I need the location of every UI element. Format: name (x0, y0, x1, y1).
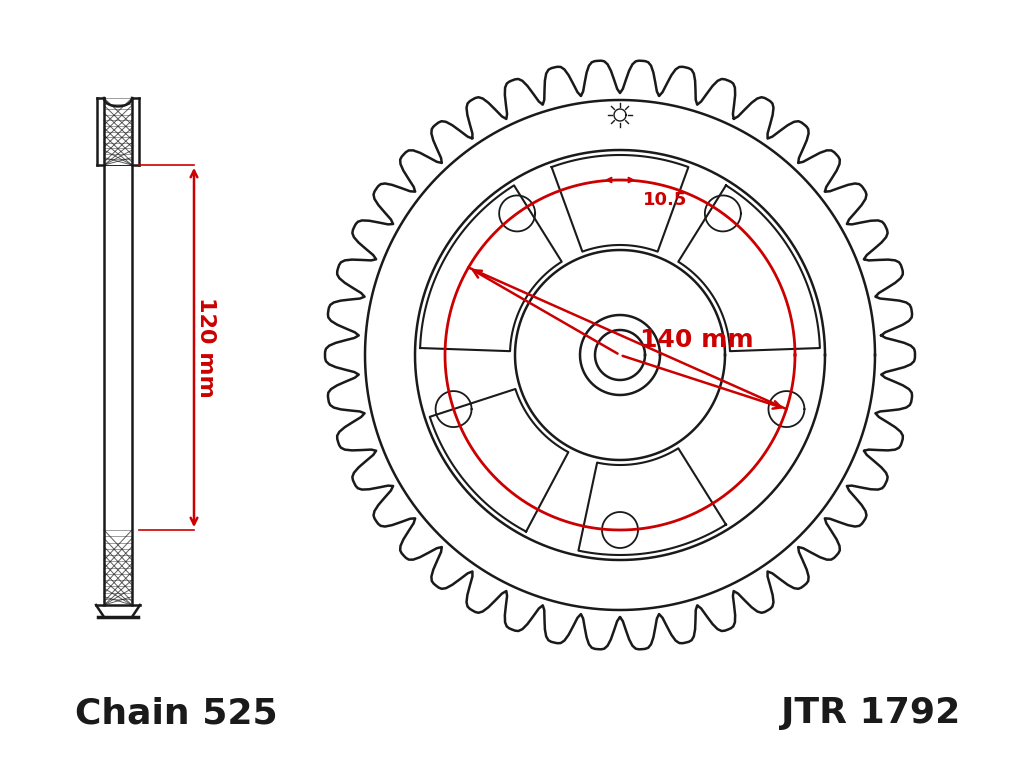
Text: 140 mm: 140 mm (640, 328, 754, 352)
Text: 10.5: 10.5 (643, 191, 687, 209)
Text: JTR 1792: JTR 1792 (780, 696, 961, 730)
Text: 120 mm: 120 mm (196, 297, 216, 398)
Text: Chain 525: Chain 525 (75, 696, 278, 730)
